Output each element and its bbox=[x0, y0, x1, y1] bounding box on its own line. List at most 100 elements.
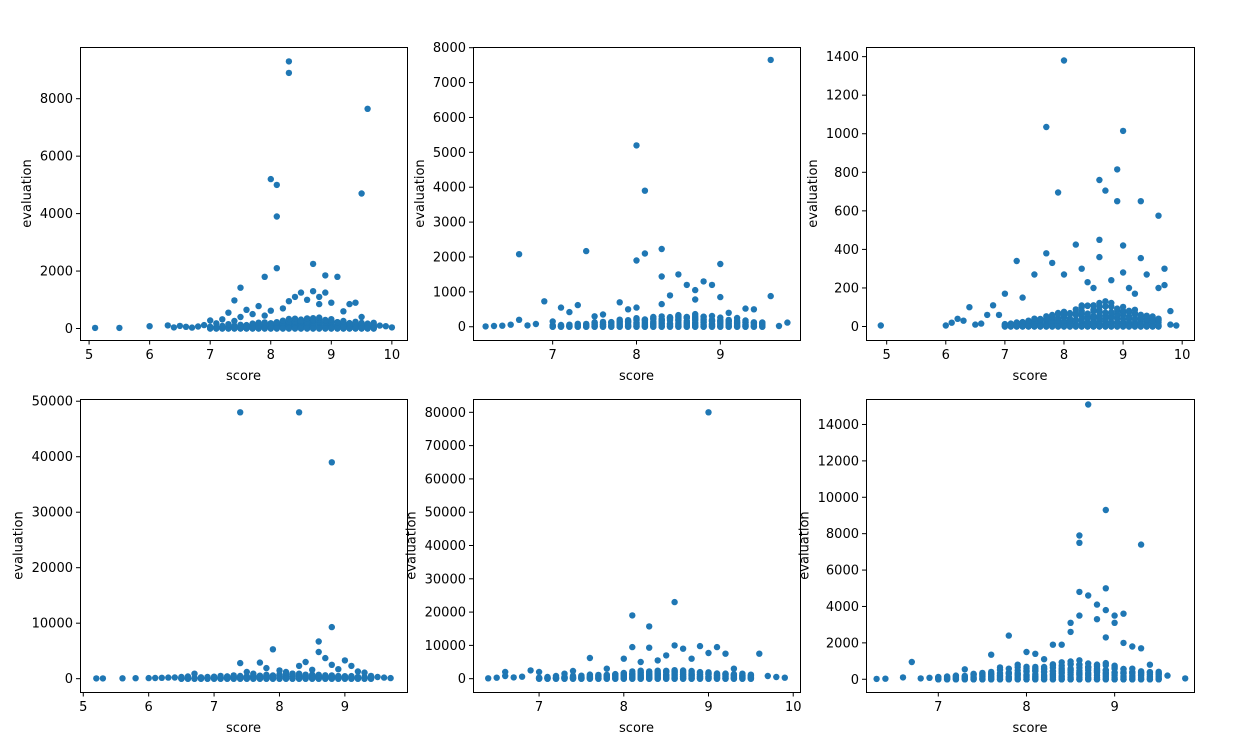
data-point bbox=[646, 675, 653, 682]
data-point bbox=[1137, 668, 1145, 675]
data-point bbox=[328, 316, 335, 323]
data-point bbox=[781, 674, 788, 681]
data-point bbox=[1102, 585, 1110, 592]
data-point bbox=[1040, 663, 1048, 671]
y-tick-label: 40000 bbox=[425, 539, 466, 554]
data-point bbox=[742, 323, 749, 330]
data-point bbox=[679, 675, 687, 682]
data-point bbox=[552, 672, 560, 680]
data-point bbox=[1037, 315, 1044, 323]
data-point bbox=[717, 293, 724, 301]
data-point bbox=[1108, 299, 1115, 307]
data-point bbox=[1090, 323, 1097, 330]
data-point bbox=[599, 323, 607, 330]
data-point bbox=[675, 323, 682, 330]
data-point bbox=[1085, 592, 1092, 599]
data-point bbox=[1007, 323, 1014, 330]
data-point bbox=[322, 316, 329, 324]
data-point bbox=[646, 668, 653, 675]
data-point bbox=[730, 671, 738, 678]
data-point bbox=[688, 675, 695, 682]
data-point bbox=[269, 675, 277, 682]
data-point bbox=[713, 670, 721, 677]
data-point bbox=[263, 664, 270, 672]
data-point bbox=[219, 316, 226, 323]
data-point bbox=[499, 322, 506, 329]
data-point bbox=[1119, 323, 1127, 330]
data-point bbox=[591, 313, 598, 320]
data-point bbox=[1173, 322, 1180, 329]
data-point bbox=[717, 260, 724, 268]
data-point bbox=[291, 315, 299, 322]
data-point bbox=[302, 658, 309, 666]
data-point bbox=[328, 299, 335, 306]
data-point bbox=[952, 672, 960, 679]
data-point bbox=[633, 142, 640, 149]
y-tick-label: 0 bbox=[458, 320, 466, 335]
data-point bbox=[1067, 619, 1074, 626]
x-tick-label: 7 bbox=[934, 700, 942, 715]
data-point bbox=[1049, 662, 1057, 669]
data-point bbox=[303, 315, 311, 322]
data-point bbox=[291, 293, 299, 301]
data-point bbox=[515, 316, 523, 323]
data-point bbox=[750, 306, 758, 313]
data-point bbox=[285, 69, 293, 77]
y-tick-label: 14000 bbox=[818, 418, 859, 433]
data-point bbox=[231, 317, 238, 325]
data-point bbox=[309, 315, 317, 323]
data-point bbox=[361, 669, 368, 676]
data-point bbox=[713, 643, 721, 651]
data-point bbox=[328, 661, 335, 668]
data-point bbox=[1096, 176, 1103, 184]
panel-5: 7 8 9 10 0 10000 20000 30000 40000 50000 60000 7000… bbox=[405, 399, 801, 736]
data-point bbox=[119, 675, 126, 682]
data-point bbox=[663, 675, 670, 682]
data-point bbox=[1084, 279, 1091, 286]
data-point bbox=[569, 667, 577, 675]
data-point bbox=[666, 313, 674, 321]
data-point bbox=[1049, 641, 1057, 648]
data-point bbox=[671, 668, 678, 675]
data-point bbox=[725, 323, 732, 330]
data-point bbox=[250, 670, 257, 677]
data-point bbox=[1072, 241, 1080, 248]
data-point bbox=[1167, 307, 1174, 315]
data-point bbox=[654, 667, 661, 674]
data-point bbox=[708, 281, 716, 289]
y-axis-label: evaluation bbox=[806, 159, 821, 227]
data-point bbox=[1102, 506, 1110, 514]
x-axis-label: score bbox=[226, 721, 261, 736]
data-point bbox=[1013, 257, 1020, 265]
data-point bbox=[273, 319, 280, 326]
data-point bbox=[1155, 676, 1162, 683]
data-point bbox=[191, 675, 198, 682]
data-point bbox=[1032, 665, 1039, 672]
data-point bbox=[273, 181, 280, 189]
data-point bbox=[612, 670, 619, 678]
plot-frame bbox=[866, 399, 1195, 693]
data-point bbox=[948, 319, 955, 326]
data-point bbox=[204, 673, 211, 681]
data-point bbox=[624, 306, 632, 313]
data-point bbox=[256, 675, 264, 682]
data-point bbox=[935, 674, 942, 681]
x-axis-label: score bbox=[619, 369, 654, 384]
data-point bbox=[620, 675, 627, 682]
data-point bbox=[1143, 323, 1150, 330]
data-point bbox=[352, 299, 359, 306]
x-axis-label: score bbox=[1013, 369, 1048, 384]
data-point bbox=[595, 675, 602, 682]
data-point bbox=[279, 317, 287, 324]
data-point bbox=[322, 325, 329, 332]
data-point bbox=[1076, 661, 1083, 668]
data-point bbox=[679, 645, 687, 652]
y-tick-label: 2000 bbox=[433, 250, 466, 265]
data-point bbox=[784, 319, 791, 326]
data-point bbox=[742, 317, 749, 324]
data-point bbox=[954, 315, 961, 322]
data-point bbox=[249, 320, 256, 327]
data-point bbox=[1125, 307, 1133, 314]
data-point bbox=[561, 675, 568, 682]
data-point bbox=[1040, 676, 1048, 683]
